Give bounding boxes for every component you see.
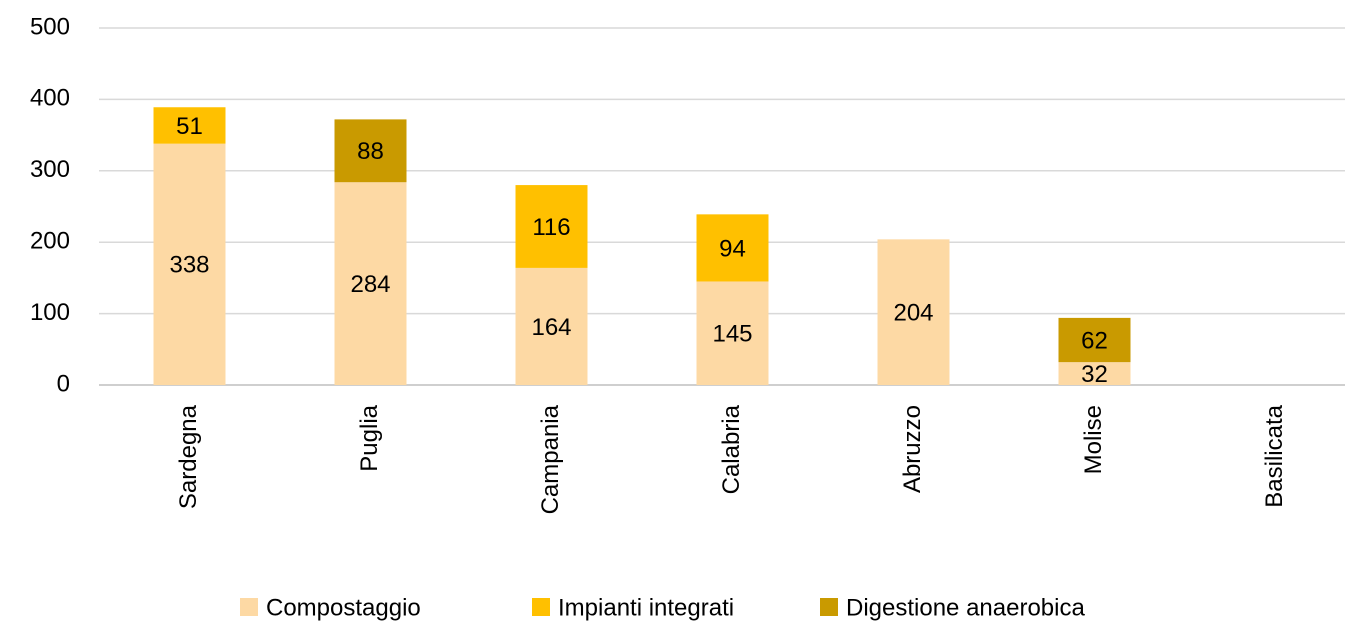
y-tick-label: 0	[57, 370, 70, 397]
x-tick-label: Basilicata	[1261, 404, 1288, 507]
legend-swatch	[820, 598, 838, 616]
bar-segment	[153, 143, 226, 385]
x-tick-label: Molise	[1080, 405, 1107, 474]
bar-segment	[334, 182, 407, 385]
legend-swatch	[532, 598, 550, 616]
y-tick-label: 400	[30, 85, 70, 112]
x-tick-label: Abruzzo	[899, 405, 926, 493]
bar-segment	[1058, 362, 1131, 385]
y-tick-label: 500	[30, 13, 70, 40]
bar-segment	[877, 239, 950, 385]
bar-segment	[1058, 317, 1131, 363]
data-label: 94	[719, 235, 746, 262]
legend-label: Impianti integrati	[558, 594, 734, 621]
data-label: 62	[1081, 327, 1108, 354]
bar-segment	[515, 267, 588, 385]
data-label: 338	[169, 252, 209, 279]
data-label: 32	[1081, 361, 1108, 388]
data-label: 284	[350, 271, 390, 298]
bar-segment	[696, 214, 769, 282]
x-tick-label: Calabria	[718, 404, 745, 494]
data-label: 145	[712, 321, 752, 348]
data-label: 204	[893, 300, 933, 327]
bar-segment	[696, 281, 769, 385]
y-tick-label: 100	[30, 299, 70, 326]
x-tick-label: Puglia	[356, 404, 383, 471]
data-label: 51	[176, 113, 203, 140]
bar-segment	[515, 185, 588, 268]
data-label: 88	[357, 138, 384, 165]
y-tick-label: 300	[30, 156, 70, 183]
data-label: 164	[531, 314, 571, 341]
bar-segment	[153, 107, 226, 144]
x-tick-label: Campania	[537, 404, 564, 514]
legend-label: Digestione anaerobica	[846, 594, 1085, 621]
data-label: 116	[532, 214, 570, 241]
legend-swatch	[240, 598, 258, 616]
bar-segment	[334, 119, 407, 183]
y-tick-label: 200	[30, 228, 70, 255]
legend-label: Compostaggio	[266, 594, 421, 621]
x-tick-label: Sardegna	[175, 404, 202, 509]
